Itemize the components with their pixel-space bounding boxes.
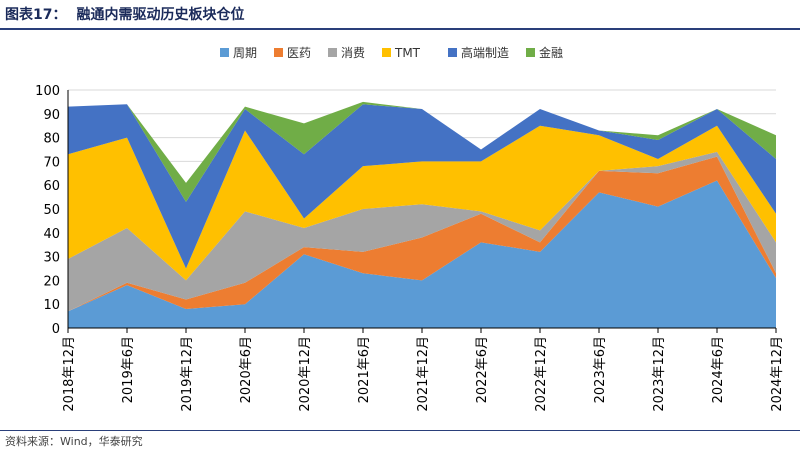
x-tick-labels: 2018年12月 2019年6月 2019年12月 2020年6月 2020年12月 20… bbox=[62, 336, 785, 412]
y-tick-label: 0 bbox=[52, 322, 60, 337]
legend-label-0: 周期 bbox=[233, 46, 257, 60]
legend: 周期 医药 消费 TMT 高端制造 金融 bbox=[220, 45, 563, 60]
x-tick-label: 2019年12月 bbox=[180, 336, 195, 412]
legend-swatch-4 bbox=[448, 48, 457, 57]
x-tick-label: 2024年12月 bbox=[770, 336, 785, 412]
area-医药 bbox=[68, 156, 776, 312]
x-tick-label: 2021年12月 bbox=[416, 336, 431, 412]
legend-label-1: 医药 bbox=[287, 46, 311, 60]
area-周期 bbox=[68, 180, 776, 328]
figure-title-text: 融通内需驱动历史板块仓位 bbox=[76, 7, 245, 23]
y-tick-label: 50 bbox=[43, 203, 60, 218]
legend-swatch-2 bbox=[328, 48, 337, 57]
legend-label-2: 消费 bbox=[341, 46, 365, 60]
y-tick-label: 60 bbox=[43, 179, 60, 194]
legend-swatch-3 bbox=[382, 48, 391, 57]
footer-rule bbox=[0, 430, 800, 431]
legend-swatch-5 bbox=[526, 48, 535, 57]
legend-swatch-0 bbox=[220, 48, 229, 57]
x-tick-label: 2019年6月 bbox=[121, 336, 136, 403]
figure-title: 图表17： 融通内需驱动历史板块仓位 bbox=[5, 4, 244, 24]
area-高端制造 bbox=[68, 104, 776, 269]
x-tick-label: 2023年12月 bbox=[652, 336, 667, 412]
stacked-area-chart: 周期 医药 消费 TMT 高端制造 金融 0 10 20 30 40 50 60 70 80 90 100 2… bbox=[35, 45, 785, 412]
header-rule bbox=[0, 28, 800, 30]
x-tick-label: 2018年12月 bbox=[62, 336, 77, 412]
x-tick-label: 2024年6月 bbox=[711, 336, 726, 403]
area-消费 bbox=[68, 151, 776, 312]
y-tick-label: 20 bbox=[43, 274, 60, 289]
figure-label: 图表17： bbox=[5, 7, 67, 23]
y-tick-label: 40 bbox=[43, 227, 60, 242]
y-tick-label: 30 bbox=[43, 251, 60, 266]
y-tick-label: 80 bbox=[43, 132, 60, 147]
x-tick-label: 2021年6月 bbox=[357, 336, 372, 403]
axes bbox=[67, 90, 777, 333]
y-tick-labels: 0 10 20 30 40 50 60 70 80 90 100 bbox=[35, 84, 60, 337]
legend-label-4: 高端制造 bbox=[461, 45, 509, 60]
source-note: 资料来源：Wind，华泰研究 bbox=[5, 435, 143, 448]
legend-label-3: TMT bbox=[394, 46, 421, 60]
area-TMT bbox=[68, 125, 776, 281]
x-tick-label: 2020年6月 bbox=[239, 336, 254, 403]
y-tick-label: 90 bbox=[43, 108, 60, 123]
y-tick-label: 10 bbox=[43, 298, 60, 313]
legend-swatch-1 bbox=[274, 48, 283, 57]
figure-header: 图表17： 融通内需驱动历史板块仓位 bbox=[0, 0, 800, 30]
x-tick-label: 2022年12月 bbox=[534, 336, 549, 412]
legend-label-5: 金融 bbox=[539, 45, 563, 60]
y-tick-label: 100 bbox=[35, 84, 60, 99]
x-tick-label: 2022年6月 bbox=[475, 336, 490, 403]
x-tick-label: 2020年12月 bbox=[298, 336, 313, 412]
area-series-group bbox=[68, 101, 776, 328]
x-tick-label: 2023年6月 bbox=[593, 336, 608, 403]
y-tick-label: 70 bbox=[43, 155, 60, 170]
